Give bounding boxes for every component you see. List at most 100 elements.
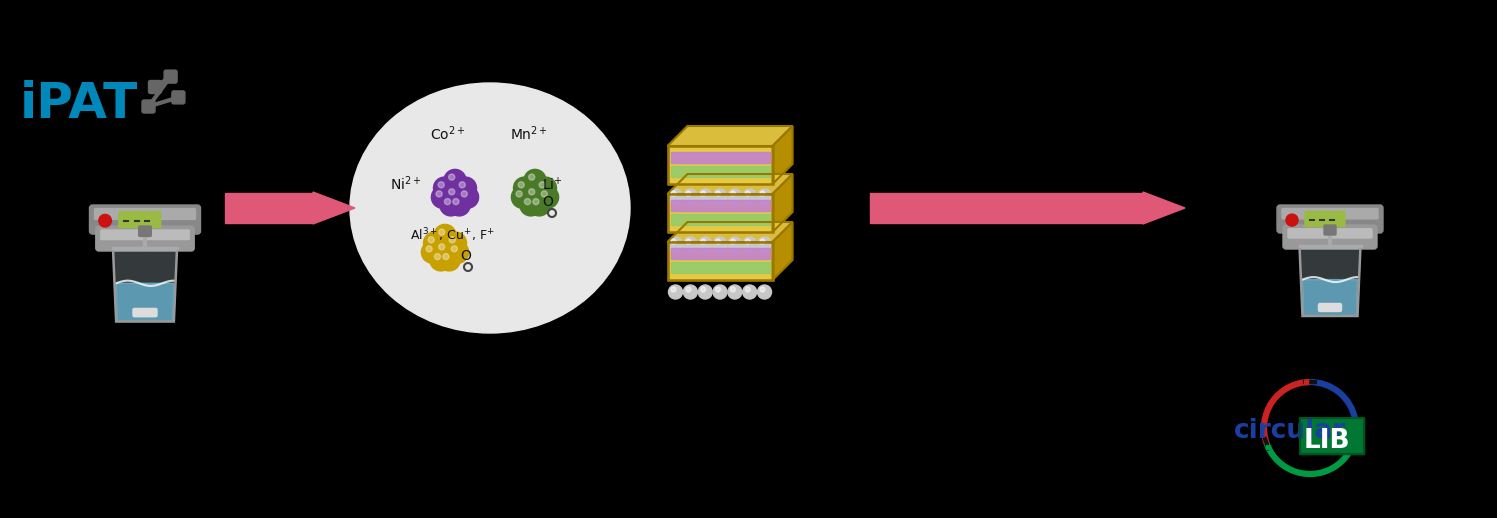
Circle shape [461,191,467,197]
Circle shape [757,189,771,203]
Circle shape [524,169,546,191]
Circle shape [728,237,743,251]
Circle shape [698,285,713,299]
Text: Li$^{+}$: Li$^{+}$ [542,176,563,193]
Text: Mn$^{2+}$: Mn$^{2+}$ [510,124,548,143]
FancyBboxPatch shape [870,193,1144,223]
Polygon shape [1302,280,1358,316]
Circle shape [449,237,455,243]
FancyBboxPatch shape [668,146,772,184]
Polygon shape [112,248,177,322]
Circle shape [698,237,713,251]
Circle shape [449,174,455,180]
Text: Ni$^{2+}$: Ni$^{2+}$ [391,175,422,193]
FancyBboxPatch shape [133,308,157,316]
Circle shape [457,186,479,208]
FancyBboxPatch shape [671,166,769,177]
Circle shape [713,285,728,299]
Circle shape [516,191,522,197]
Polygon shape [1299,246,1361,316]
Circle shape [536,186,558,208]
FancyBboxPatch shape [671,200,769,211]
Circle shape [512,186,533,208]
FancyBboxPatch shape [100,230,189,239]
Circle shape [743,189,756,203]
FancyBboxPatch shape [94,209,196,220]
Circle shape [743,285,756,299]
FancyBboxPatch shape [671,214,769,225]
FancyBboxPatch shape [118,212,160,227]
Circle shape [701,191,705,196]
Circle shape [428,237,434,243]
Polygon shape [1144,192,1186,224]
FancyBboxPatch shape [1304,380,1308,384]
Circle shape [421,241,443,263]
FancyBboxPatch shape [671,248,769,259]
FancyBboxPatch shape [148,80,162,94]
Circle shape [431,186,454,208]
Circle shape [518,182,524,188]
Circle shape [434,253,440,260]
FancyBboxPatch shape [225,193,313,223]
Circle shape [460,182,466,188]
Text: LIB: LIB [1304,428,1350,454]
Circle shape [671,287,677,292]
Circle shape [542,191,548,197]
Circle shape [99,214,111,227]
Polygon shape [117,283,174,322]
Circle shape [731,191,735,196]
Circle shape [686,191,690,196]
Text: iPAT: iPAT [19,80,138,128]
Circle shape [669,237,683,251]
Text: Al$^{3+}$, Cu$^{+}$, F$^{+}$: Al$^{3+}$, Cu$^{+}$, F$^{+}$ [410,226,496,243]
Polygon shape [772,174,792,232]
Circle shape [533,198,539,205]
Circle shape [445,184,466,206]
Circle shape [1286,214,1298,226]
Circle shape [445,232,467,254]
Polygon shape [772,222,792,280]
Circle shape [728,285,743,299]
Circle shape [446,241,469,263]
Circle shape [443,253,449,260]
Circle shape [683,189,698,203]
Circle shape [452,198,460,205]
Circle shape [746,287,750,292]
Polygon shape [668,222,792,242]
Circle shape [713,237,728,251]
Circle shape [455,177,476,199]
FancyBboxPatch shape [1266,445,1269,450]
FancyBboxPatch shape [139,226,151,236]
Text: Co$^{2+}$: Co$^{2+}$ [430,124,466,143]
Circle shape [716,239,720,244]
Circle shape [716,287,720,292]
Circle shape [760,191,765,196]
Circle shape [716,191,720,196]
Circle shape [439,249,460,271]
Text: O: O [460,249,472,263]
Text: O: O [542,195,552,209]
Circle shape [448,194,470,216]
Circle shape [746,191,750,196]
Circle shape [701,287,705,292]
Circle shape [701,239,705,244]
Circle shape [683,237,698,251]
Circle shape [760,239,765,244]
FancyBboxPatch shape [1287,229,1371,238]
FancyBboxPatch shape [1283,225,1377,249]
FancyBboxPatch shape [668,194,772,232]
Circle shape [686,239,690,244]
FancyBboxPatch shape [90,205,201,234]
Polygon shape [313,192,355,224]
FancyBboxPatch shape [671,262,769,273]
Circle shape [445,169,466,191]
Polygon shape [668,126,792,146]
Circle shape [439,229,445,235]
FancyBboxPatch shape [668,242,772,280]
Circle shape [436,191,442,197]
FancyBboxPatch shape [165,70,177,83]
Circle shape [439,244,445,250]
FancyBboxPatch shape [172,91,186,104]
Circle shape [513,177,536,199]
Circle shape [434,224,457,247]
